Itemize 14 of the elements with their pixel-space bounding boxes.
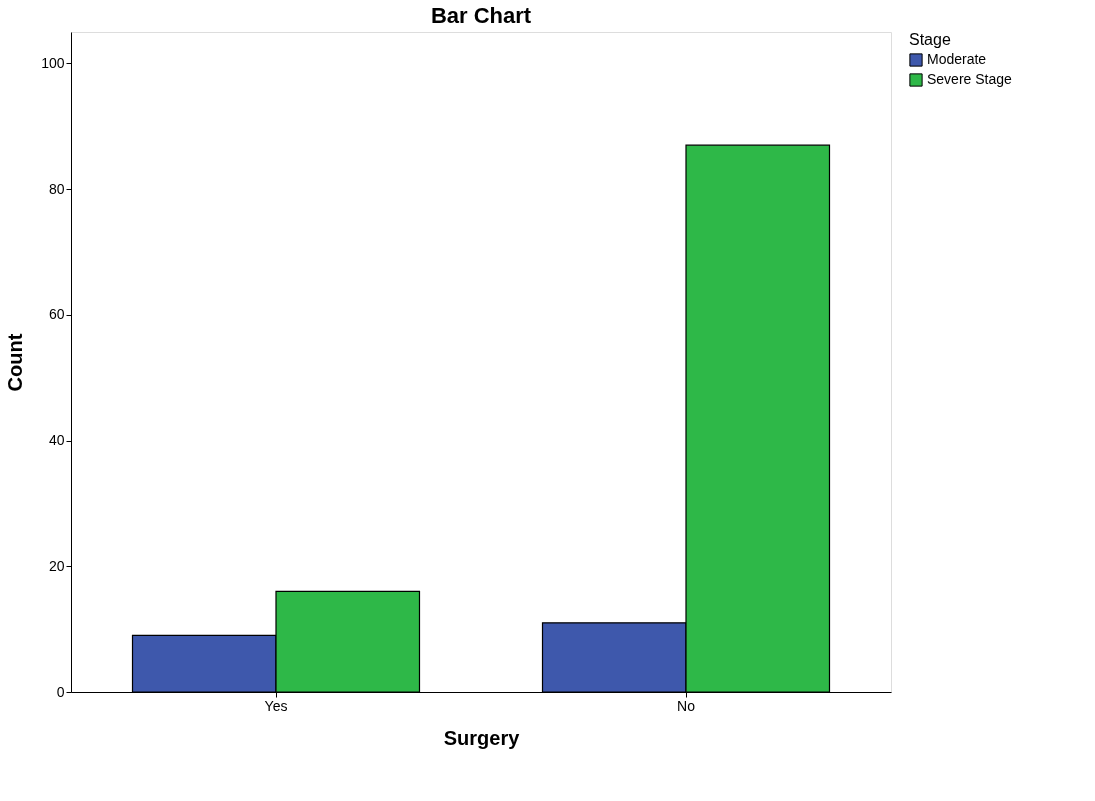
legend-label: Moderate — [927, 51, 987, 67]
y-tick-label: 0 — [56, 683, 65, 700]
legend-label: Severe Stage — [927, 71, 1013, 87]
chart-title: Bar Chart — [430, 3, 532, 28]
legend-title: Stage — [909, 31, 951, 48]
x-tick-label: Yes — [264, 697, 288, 714]
y-tick-label: 40 — [48, 432, 65, 449]
y-tick-label: 100 — [41, 54, 65, 71]
x-axis-title: Surgery — [443, 726, 521, 749]
y-tick-label: 20 — [48, 557, 65, 574]
x-tick-label: No — [677, 697, 696, 714]
y-axis-title: Count — [4, 333, 27, 392]
y-tick-label: 60 — [48, 306, 65, 323]
y-tick-label: 80 — [48, 180, 65, 197]
